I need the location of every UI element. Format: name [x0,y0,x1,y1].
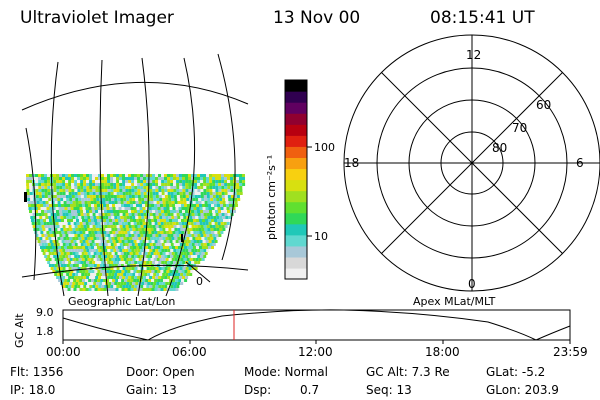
x-tick-label: 12:00 [298,345,333,359]
geo-caption: Geographic Lat/Lon [68,295,176,308]
geo-latitude: GLat: -5.2 [486,365,546,379]
gc-altitude: GC Alt: 7.3 Re [366,365,450,379]
gain-value: Gain: 13 [126,383,177,397]
door-status: Door: Open [126,365,195,379]
colorbar-swatch [285,267,307,280]
dsp-value: 0.7 [300,383,320,397]
geo-meridian [25,127,37,281]
colorbar-swatch [285,113,307,125]
geo-longitude: GLon: 203.9 [486,383,559,397]
sequence-number: Seq: 13 [366,383,412,397]
mlt-label-18: 18 [344,156,360,170]
geo-lat-line [21,82,249,111]
colorbar-swatch [285,212,307,225]
ip-value: IP: 18.0 [10,383,56,397]
colorbar-swatch [285,91,307,103]
colorbar-tick-100: 100 [314,141,335,154]
geo-meridian [165,57,196,297]
geo-tick [185,261,211,283]
colorbar-swatch [285,256,307,269]
altitude-frame [62,309,571,341]
geo-meridian [137,57,150,297]
lat-label-60: 60 [536,98,552,112]
colorbar-swatch [285,80,307,92]
mlt-label-12: 12 [466,48,482,62]
geo-lat-line [21,264,249,278]
altitude-ylabel: GC Alt [13,313,26,348]
lat-label-70: 70 [512,121,528,135]
x-tick-label: 23:59 [553,345,588,359]
time-label: 08:15:41 UT [430,8,535,28]
x-tick-label: 06:00 [172,345,207,359]
colorbar-swatch [285,135,307,147]
colorbar-swatch [285,124,307,136]
dsp-label: Dsp: [244,383,272,397]
geo-meridian [99,59,109,297]
colorbar-swatch [285,157,307,170]
colorbar-swatch [285,245,307,258]
geo-meridian [217,53,236,261]
colorbar-swatch [285,223,307,236]
colorbar-swatch [285,201,307,214]
x-tick-label: 18:00 [425,345,460,359]
polar-caption: Apex MLat/MLT [413,295,496,308]
colorbar-swatch [285,179,307,192]
colorbar-swatch [285,234,307,247]
altitude-ytick-high: 9.0 [36,306,54,319]
lat-label-80: 80 [492,141,508,155]
colorbar-swatch [285,146,307,158]
altitude-curve [62,309,571,341]
x-tick-label: 00:00 [46,345,81,359]
geo-tick-label: 0 [196,275,203,288]
altitude-ytick-low: 1.8 [36,325,54,338]
mlt-label-0: 0 [468,277,476,291]
colorbar-swatch [285,168,307,181]
flight-number: Flt: 1356 [10,365,64,379]
colorbar-swatch [285,190,307,203]
instrument-title: Ultraviolet Imager [20,8,174,28]
colorbar-swatch [285,102,307,114]
geo-meridian [50,61,65,297]
mlt-label-6: 6 [576,156,584,170]
mode-status: Mode: Normal [244,365,328,379]
dark-speck [24,192,27,202]
polar-diagonal [381,72,563,254]
colorbar-tick-10: 10 [314,230,328,243]
date-label: 13 Nov 00 [273,8,361,28]
dark-speck [181,234,183,242]
